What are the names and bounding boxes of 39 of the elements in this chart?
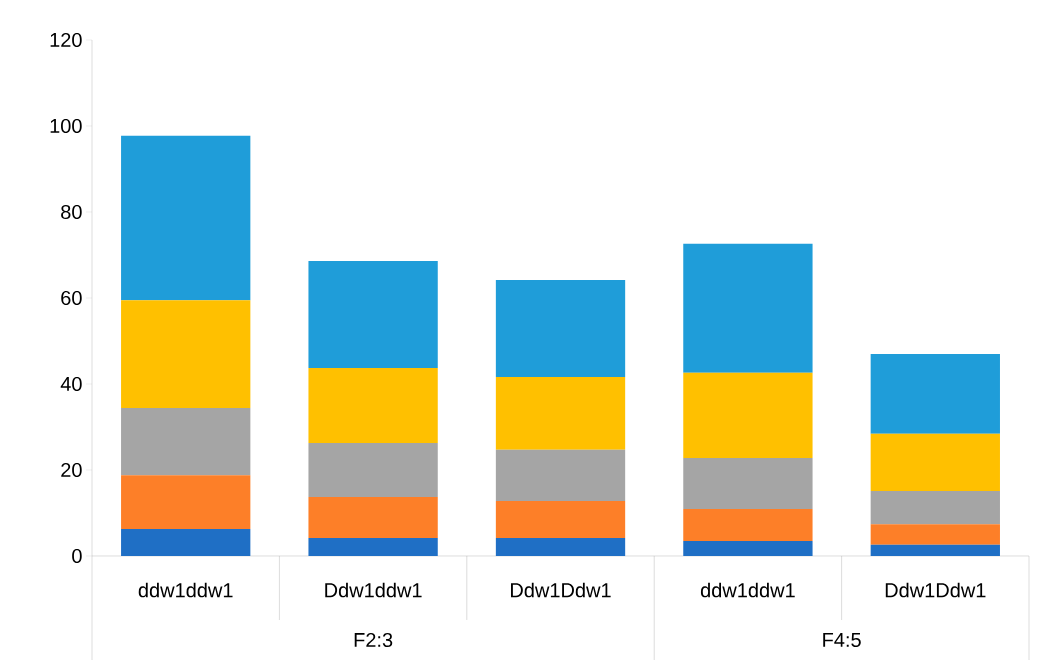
bar xyxy=(870,353,1000,434)
bar xyxy=(683,372,813,458)
bar xyxy=(308,368,438,443)
bar xyxy=(495,500,626,538)
text: F4:5 xyxy=(823,633,861,647)
bar xyxy=(683,540,813,556)
bar xyxy=(308,497,438,538)
x-tick-label: ddw1ddw1 xyxy=(700,582,795,598)
x-tick-label: ddw1ddw1 xyxy=(138,582,233,598)
bar xyxy=(870,544,1000,556)
bar xyxy=(121,408,251,476)
bar xyxy=(308,261,438,369)
bar xyxy=(870,433,1000,492)
bar xyxy=(121,528,251,556)
x-tick-label: Ddw1Ddw1 xyxy=(885,582,986,598)
text: F2:3 xyxy=(354,632,393,648)
bar xyxy=(495,449,626,501)
bar xyxy=(121,135,251,301)
y-tick-label: 20 xyxy=(61,462,82,478)
y-tick-label: 40 xyxy=(60,376,82,392)
y-tick-label: 120 xyxy=(50,32,82,48)
y-tick-label: 60 xyxy=(61,290,82,306)
y-tick-label: 100 xyxy=(50,118,82,134)
bar xyxy=(308,537,438,556)
bar xyxy=(683,457,813,510)
bar xyxy=(683,509,813,541)
x-tick-label: Ddw1Ddw1 xyxy=(511,582,611,598)
bar xyxy=(121,300,251,409)
y-tick-label: 80 xyxy=(61,204,82,220)
bar xyxy=(870,524,1000,545)
x-tick-label: Ddw1ddw1 xyxy=(325,582,422,598)
bar xyxy=(121,475,251,529)
bar xyxy=(683,243,813,373)
bar xyxy=(308,442,438,498)
bar xyxy=(870,491,1000,525)
bar xyxy=(495,377,626,450)
y-tick-label: 0 xyxy=(72,548,82,564)
bar xyxy=(495,537,626,556)
bar xyxy=(495,279,626,378)
